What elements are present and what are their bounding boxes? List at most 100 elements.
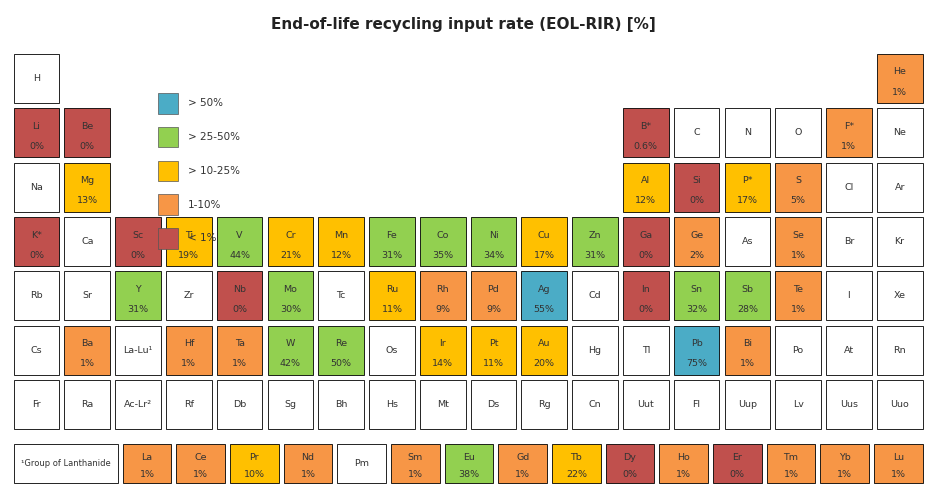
FancyBboxPatch shape [775,380,821,429]
FancyBboxPatch shape [877,380,922,429]
FancyBboxPatch shape [115,271,161,321]
Text: Er: Er [732,452,743,462]
FancyBboxPatch shape [319,326,364,375]
FancyBboxPatch shape [369,380,415,429]
Text: 0%: 0% [29,251,44,260]
Text: Kr: Kr [895,237,905,246]
Text: 11%: 11% [483,359,504,368]
FancyBboxPatch shape [623,380,669,429]
Text: N: N [744,128,751,137]
Text: 1%: 1% [740,359,755,368]
FancyBboxPatch shape [775,163,821,212]
FancyBboxPatch shape [877,54,922,103]
Text: 9%: 9% [435,305,450,314]
FancyBboxPatch shape [874,444,922,483]
Text: Lv: Lv [793,400,804,409]
Text: Tc: Tc [336,291,345,301]
Text: > 10-25%: > 10-25% [188,166,240,176]
FancyBboxPatch shape [674,271,720,321]
FancyBboxPatch shape [659,444,707,483]
Text: 1%: 1% [791,305,806,314]
FancyBboxPatch shape [283,444,332,483]
Text: Hs: Hs [386,400,398,409]
Text: 38%: 38% [458,470,480,479]
FancyBboxPatch shape [552,444,601,483]
FancyBboxPatch shape [158,127,178,147]
FancyBboxPatch shape [444,444,494,483]
Text: As: As [742,237,753,246]
Text: Fr: Fr [32,400,41,409]
Text: Ra: Ra [81,400,94,409]
FancyBboxPatch shape [623,217,669,266]
Text: 1%: 1% [407,470,423,479]
Text: He: He [894,67,907,77]
Text: 34%: 34% [483,251,504,260]
FancyBboxPatch shape [158,228,178,248]
Text: > 25-50%: > 25-50% [188,132,240,142]
Text: 0%: 0% [638,251,654,260]
Text: Ti: Ti [185,230,193,240]
FancyBboxPatch shape [606,444,655,483]
FancyBboxPatch shape [470,380,517,429]
FancyBboxPatch shape [724,271,770,321]
Text: Ac-Lr²: Ac-Lr² [124,400,152,409]
Text: 1%: 1% [837,470,852,479]
FancyBboxPatch shape [521,326,567,375]
Text: 50%: 50% [331,359,352,368]
Text: Tl: Tl [642,346,650,355]
Text: 1%: 1% [140,470,155,479]
Text: Eu: Eu [463,452,475,462]
Text: Ni: Ni [489,230,498,240]
Text: 0%: 0% [29,142,44,151]
Text: 75%: 75% [686,359,707,368]
Text: Rh: Rh [436,285,449,294]
Text: 1%: 1% [842,142,857,151]
FancyBboxPatch shape [231,444,279,483]
FancyBboxPatch shape [319,217,364,266]
Text: 0%: 0% [638,305,654,314]
FancyBboxPatch shape [268,271,313,321]
FancyBboxPatch shape [826,108,871,157]
Text: V: V [236,230,243,240]
Text: Ho: Ho [677,452,690,462]
Text: Ar: Ar [895,183,905,192]
Text: Xe: Xe [894,291,906,301]
Text: Uus: Uus [840,400,857,409]
Text: Ne: Ne [894,128,907,137]
FancyBboxPatch shape [14,271,59,321]
Text: Pm: Pm [355,459,369,468]
Text: 1%: 1% [515,470,531,479]
Text: 28%: 28% [737,305,757,314]
Text: 1%: 1% [892,87,907,97]
FancyBboxPatch shape [319,271,364,321]
Text: Au: Au [538,339,550,348]
FancyBboxPatch shape [826,380,871,429]
FancyBboxPatch shape [826,217,871,266]
FancyBboxPatch shape [521,271,567,321]
Text: Hg: Hg [589,346,602,355]
Text: End-of-life recycling input rate (EOL-RIR) [%]: End-of-life recycling input rate (EOL-RI… [270,17,656,32]
FancyBboxPatch shape [498,444,547,483]
Text: Lu: Lu [893,452,904,462]
Text: 32%: 32% [686,305,707,314]
FancyBboxPatch shape [217,217,262,266]
Text: Rb: Rb [31,291,43,301]
Text: Ta: Ta [234,339,244,348]
Text: Mt: Mt [437,400,448,409]
FancyBboxPatch shape [268,380,313,429]
Text: Ca: Ca [81,237,94,246]
FancyBboxPatch shape [775,108,821,157]
Text: Uuo: Uuo [890,400,909,409]
Text: 1%: 1% [791,251,806,260]
Text: 0%: 0% [232,305,247,314]
Text: Zr: Zr [183,291,194,301]
Text: 0.6%: 0.6% [633,142,657,151]
FancyBboxPatch shape [14,54,59,103]
FancyBboxPatch shape [767,444,815,483]
Text: C: C [694,128,700,137]
FancyBboxPatch shape [14,326,59,375]
FancyBboxPatch shape [470,326,517,375]
Text: Cr: Cr [285,230,295,240]
Text: 2%: 2% [689,251,704,260]
Text: Sb: Sb [742,285,754,294]
